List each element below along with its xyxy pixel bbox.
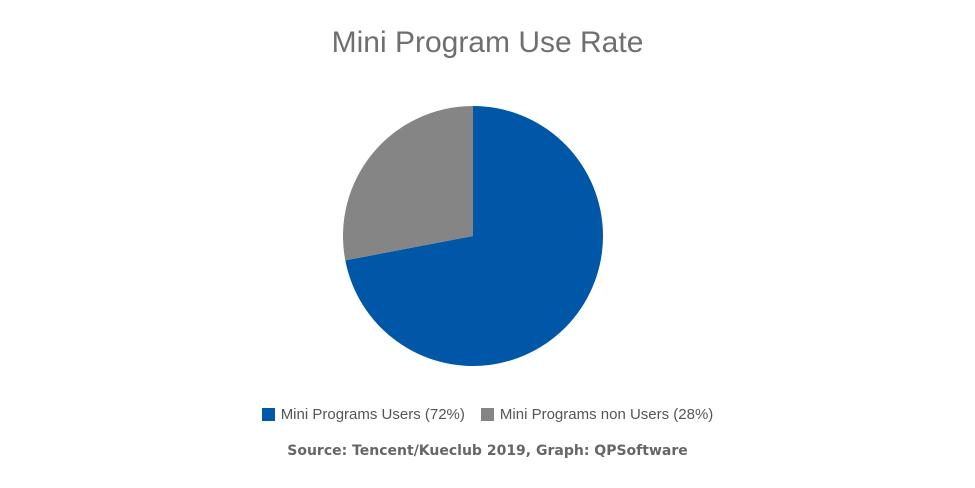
legend-label-users: Mini Programs Users (72%): [280, 406, 465, 423]
chart-source: Source: Tencent/Kueclub 2019, Graph: QPS…: [287, 443, 688, 459]
legend-label-non-users: Mini Programs non Users (28%): [499, 406, 714, 423]
pie-chart: [342, 106, 603, 366]
legend-item-users: Mini Programs Users (72%): [261, 406, 465, 423]
pie-slice-users: [345, 106, 603, 366]
legend-item-non-users: Mini Programs non Users (28%): [480, 406, 714, 423]
legend-swatch-non-users: [480, 408, 494, 421]
chart-legend: Mini Programs Users (72%) Mini Programs …: [0, 406, 975, 423]
pie-slice-non-users: [342, 106, 473, 261]
chart-title: Mini Program Use Rate: [331, 26, 644, 59]
legend-swatch-users: [261, 408, 275, 421]
